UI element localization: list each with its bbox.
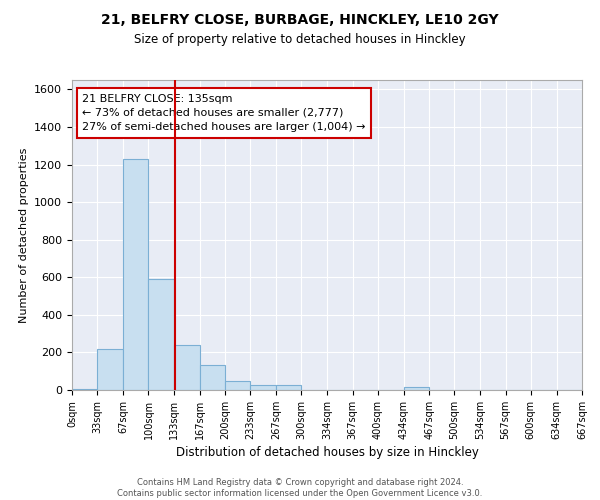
Bar [173,345,200,390]
Text: Size of property relative to detached houses in Hinckley: Size of property relative to detached ho… [134,32,466,46]
Text: 21 BELFRY CLOSE: 135sqm
← 73% of detached houses are smaller (2,777)
27% of semi: 21 BELFRY CLOSE: 135sqm ← 73% of detache… [82,94,366,132]
Text: Contains HM Land Registry data © Crown copyright and database right 2024.
Contai: Contains HM Land Registry data © Crown c… [118,478,482,498]
Y-axis label: Number of detached properties: Number of detached properties [19,148,29,322]
Text: 21, BELFRY CLOSE, BURBAGE, HINCKLEY, LE10 2GY: 21, BELFRY CLOSE, BURBAGE, HINCKLEY, LE1… [101,12,499,26]
Bar [72,389,97,390]
Bar [97,348,123,390]
Bar [250,386,276,390]
Bar [225,380,250,390]
X-axis label: Distribution of detached houses by size in Hinckley: Distribution of detached houses by size … [176,446,478,459]
Bar [276,386,301,390]
Bar [123,159,148,390]
Bar [200,364,225,390]
Bar [148,279,173,390]
Bar [404,387,429,390]
